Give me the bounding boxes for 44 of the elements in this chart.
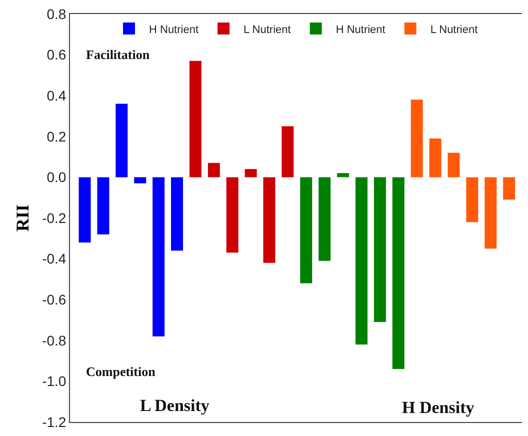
bar: [152, 177, 165, 336]
annotation: Facilitation: [86, 47, 150, 62]
y-tick-label: -0.6: [42, 292, 66, 308]
bar: [466, 177, 478, 222]
bar: [337, 173, 350, 178]
y-tick-label: 0.4: [46, 88, 66, 104]
y-axis-title: RII: [12, 204, 32, 232]
y-tick-label: -1.0: [42, 373, 66, 390]
bar: [78, 177, 91, 242]
legend-label: L Nutrient: [244, 24, 291, 36]
bar: [300, 177, 312, 284]
bar: [134, 177, 146, 184]
annotation: L Density: [140, 396, 210, 415]
legend-label: H Nutrient: [149, 24, 199, 36]
bar: [503, 177, 516, 200]
bar: [97, 177, 110, 234]
y-tick-label: 0.0: [46, 169, 66, 186]
bar: [116, 104, 128, 178]
annotation: H Density: [402, 398, 475, 417]
y-tick-label: 0.6: [46, 46, 66, 63]
bar: [226, 177, 238, 253]
bar: [410, 100, 423, 178]
bar: [244, 169, 257, 178]
bar: [263, 177, 276, 263]
legend-label: H Nutrient: [336, 24, 386, 36]
bar: [484, 177, 497, 249]
bar: [318, 177, 331, 261]
bar: [282, 126, 294, 178]
bar: [189, 60, 202, 178]
legend-label: L Nutrient: [430, 24, 478, 36]
annotation: Competition: [86, 364, 156, 379]
y-tick-label: -0.2: [42, 210, 66, 226]
y-tick-label: -0.8: [42, 332, 66, 348]
y-tick-label: 0.8: [46, 6, 66, 22]
bar: [392, 177, 404, 369]
y-tick-label: 0.2: [46, 128, 66, 144]
bar: [374, 177, 386, 322]
bar: [171, 177, 183, 251]
bar: [429, 138, 442, 178]
bar: [208, 162, 220, 178]
bar: [356, 177, 368, 344]
y-tick-label: -1.2: [42, 414, 66, 430]
y-tick-label: -0.4: [42, 250, 66, 267]
bar: [448, 152, 460, 178]
